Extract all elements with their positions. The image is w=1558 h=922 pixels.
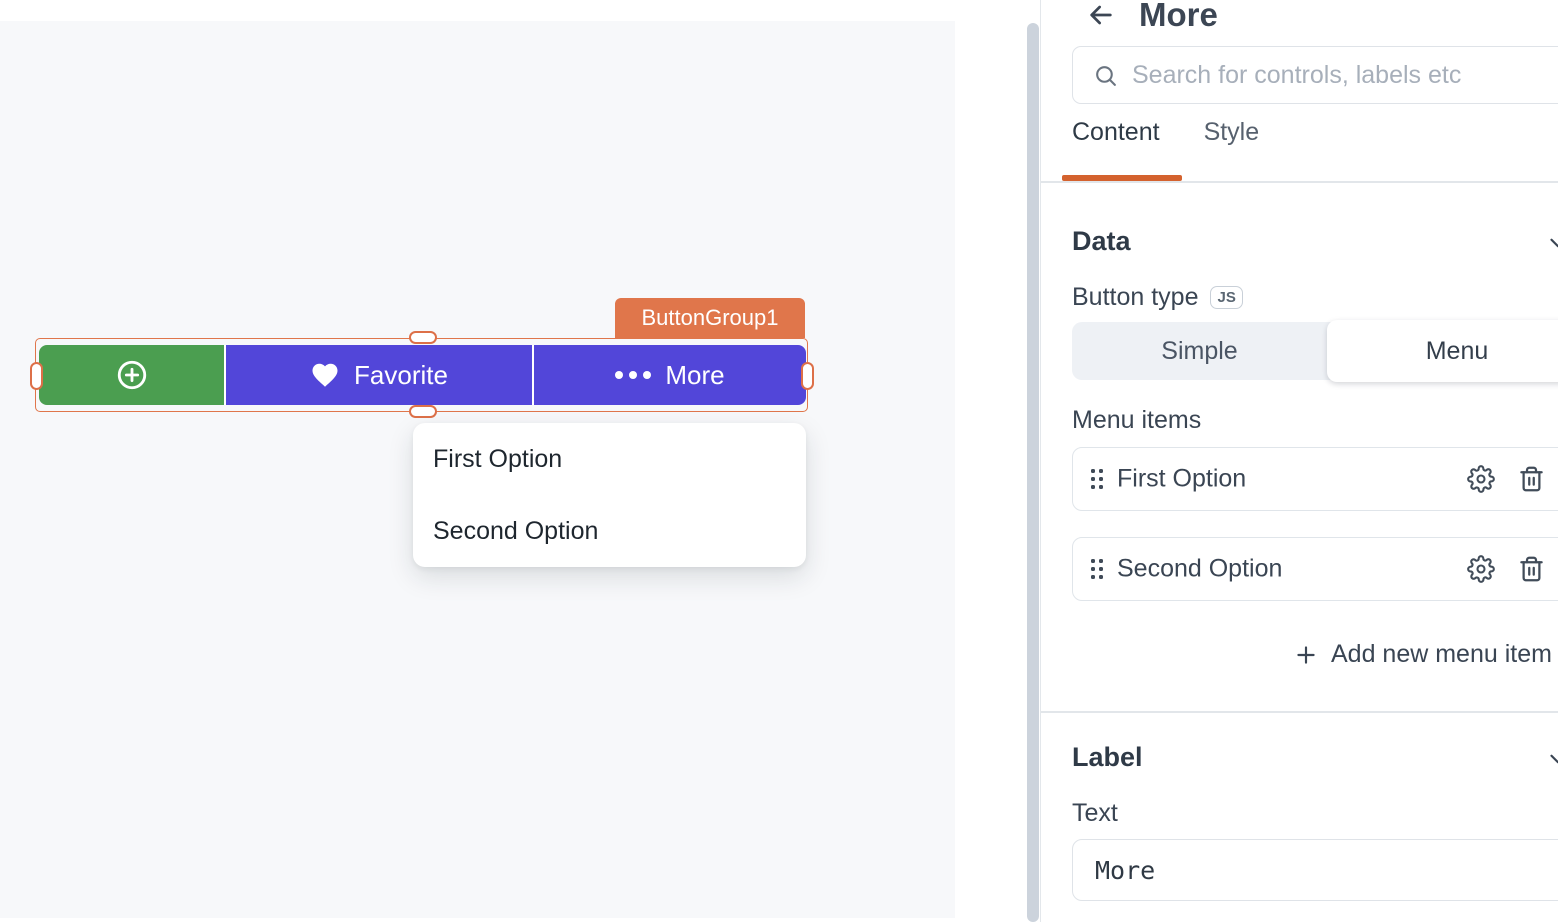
data-section-title: Data [1072,226,1131,256]
favorite-button-label: Favorite [354,359,448,390]
active-tab-underline [1062,175,1182,181]
more-dropdown-menu: First Option Second Option [413,423,806,567]
label-text-input[interactable] [1095,855,1558,885]
panel-title: More [1139,0,1218,33]
dropdown-item-second[interactable]: Second Option [433,516,599,545]
more-button-label: More [665,359,725,390]
plus-icon [1293,642,1319,668]
js-toggle-badge[interactable]: JS [1210,286,1243,309]
resize-handle-top[interactable] [409,331,437,344]
back-arrow-icon[interactable] [1085,0,1117,31]
label-section-title: Label [1072,742,1143,772]
resize-handle-right[interactable] [801,362,814,390]
property-search [1072,46,1558,104]
button-type-label: Button type [1072,283,1199,311]
menu-item-row-first[interactable]: First Option [1072,447,1558,511]
button-type-row: Button type JS [1072,283,1243,312]
gear-icon[interactable] [1467,465,1495,493]
chevron-down-icon[interactable] [1545,230,1558,256]
editor-canvas[interactable]: ButtonGroup1 Favorite [0,21,955,918]
menu-item-row-second[interactable]: Second Option [1072,537,1558,601]
tab-style[interactable]: Style [1203,118,1260,146]
add-new-menu-item-label: Add new menu item [1331,640,1552,668]
trash-icon[interactable] [1518,466,1545,493]
more-button[interactable]: More [534,345,806,405]
divider [1041,181,1558,183]
trash-icon[interactable] [1518,556,1545,583]
drag-handle-icon[interactable] [1091,469,1103,489]
menu-item-label: Second Option [1117,554,1283,583]
drag-handle-icon[interactable] [1091,559,1103,579]
dropdown-item-first[interactable]: First Option [433,444,563,473]
add-new-menu-item-button[interactable]: Add new menu item [1293,640,1552,669]
tab-content[interactable]: Content [1072,118,1160,146]
properties-panel: More Content Style Data Button type JS [1040,0,1558,922]
favorite-button[interactable]: Favorite [226,345,532,405]
segment-simple[interactable]: Simple [1161,336,1238,365]
label-text-input-wrapper [1072,839,1558,901]
add-button[interactable] [39,345,224,405]
widget-name-tag[interactable]: ButtonGroup1 [615,298,805,338]
panel-tabs: Content Style [1072,118,1259,147]
gear-icon[interactable] [1467,555,1495,583]
resize-handle-bottom[interactable] [409,405,437,418]
search-input[interactable] [1132,60,1558,90]
panel-scrollbar[interactable] [1027,23,1039,922]
panel-header: More [1085,0,1218,38]
menu-item-label: First Option [1117,464,1247,493]
resize-handle-left[interactable] [30,362,43,390]
chevron-down-icon[interactable] [1545,746,1558,772]
plus-circle-icon [115,358,149,392]
button-group-widget: Favorite More [39,345,806,405]
button-type-segmented-control: Simple Menu [1072,320,1558,382]
ellipsis-icon [615,371,652,379]
search-icon [1093,63,1118,88]
segment-menu[interactable]: Menu [1327,320,1558,382]
heart-icon [310,360,340,390]
menu-items-label: Menu items [1072,406,1202,434]
text-field-label: Text [1072,799,1118,827]
divider [1041,711,1558,713]
